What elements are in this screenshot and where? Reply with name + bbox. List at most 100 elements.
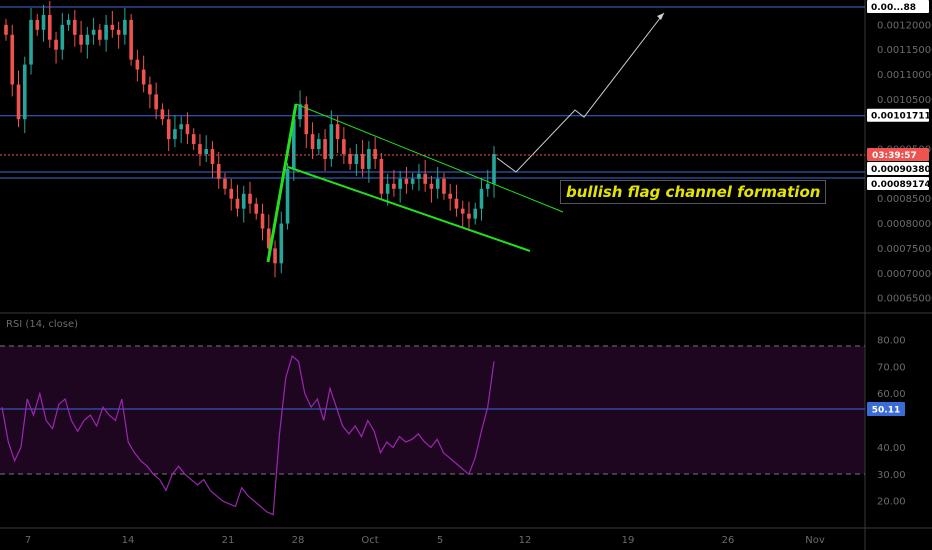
- price-tick-label: 0.00065000: [877, 294, 932, 305]
- candle-body: [104, 25, 108, 40]
- candle-body: [192, 134, 196, 144]
- price-level-tag-label: 0.00...88: [871, 3, 916, 13]
- candle-body: [236, 199, 240, 209]
- candle-body: [204, 149, 208, 154]
- candle-body: [198, 144, 202, 154]
- price-tick-label: 0.00115000: [877, 45, 932, 56]
- candle-body: [23, 65, 27, 120]
- candle-body: [317, 139, 321, 149]
- candle-body: [261, 214, 265, 229]
- time-tick-label: 7: [25, 535, 31, 546]
- time-tick-label: Oct: [361, 535, 378, 546]
- candle-body: [242, 194, 246, 209]
- candle-body: [186, 124, 190, 134]
- candle-body: [17, 84, 21, 119]
- rsi-tick-label: 40.00: [877, 443, 906, 454]
- candle-body: [161, 109, 165, 119]
- candle-body: [455, 199, 459, 209]
- price-tick-label: 0.00085000: [877, 194, 932, 205]
- time-tick-label: 28: [292, 535, 305, 546]
- candle-body: [330, 124, 334, 159]
- candle-body: [136, 60, 140, 70]
- candle-body: [29, 20, 33, 65]
- candle-body: [111, 25, 115, 30]
- candle-body: [10, 35, 14, 85]
- candle-body: [473, 209, 477, 219]
- candle-body: [392, 184, 396, 189]
- candle-body: [248, 194, 252, 204]
- candle-body: [61, 25, 65, 50]
- rsi-value-tag: 50.11: [867, 402, 905, 416]
- candle-body: [173, 129, 177, 139]
- time-tick-label: Nov: [805, 535, 825, 546]
- candle-body: [179, 124, 183, 129]
- candle-body: [48, 15, 52, 40]
- candle-body: [142, 70, 146, 85]
- price-tick-label: 0.00070000: [877, 269, 932, 280]
- candle-body: [148, 84, 152, 94]
- candle-body: [86, 35, 90, 45]
- candle-body: [42, 15, 46, 30]
- candle-body: [355, 154, 359, 164]
- price-level-tag-label: 0.00090380: [871, 165, 931, 175]
- time-tick-label: 19: [622, 535, 635, 546]
- candle-body: [380, 159, 384, 194]
- rsi-current-value: 50.11: [872, 406, 900, 416]
- countdown-label: 03:39:57: [872, 151, 917, 161]
- candle-body: [442, 179, 446, 194]
- price-level-tag-label: 0.00101711: [871, 112, 931, 122]
- annotation-label[interactable]: bullish flag channel formation: [560, 180, 826, 204]
- candle-body: [98, 30, 102, 40]
- candle-body: [480, 189, 484, 209]
- candle-body: [79, 35, 83, 45]
- candle-body: [223, 179, 227, 189]
- candle-body: [336, 124, 340, 139]
- candle-body: [342, 139, 346, 154]
- candle-body: [286, 169, 290, 224]
- candle-body: [67, 20, 71, 25]
- candle-body: [417, 174, 421, 179]
- candle-body: [273, 248, 277, 263]
- candle-body: [486, 184, 490, 189]
- time-tick-label: 21: [222, 535, 235, 546]
- candle-body: [35, 20, 39, 30]
- time-tick-label: 5: [437, 535, 443, 546]
- candle-body: [311, 134, 315, 149]
- rsi-tick-label: 70.00: [877, 362, 906, 373]
- rsi-tick-label: 80.00: [877, 335, 906, 346]
- candle-body: [411, 179, 415, 184]
- candle-body: [405, 179, 409, 184]
- price-tick-label: 0.00120000: [877, 20, 932, 31]
- candle-body: [4, 25, 8, 35]
- candle-body: [92, 30, 96, 35]
- candle-body: [167, 119, 171, 139]
- candle-body: [436, 179, 440, 189]
- candle-body: [373, 149, 377, 159]
- candle-body: [123, 20, 127, 35]
- candle-body: [254, 204, 258, 214]
- candle-body: [423, 174, 427, 184]
- candle-body: [217, 164, 221, 179]
- candle-body: [229, 189, 233, 199]
- candle-body: [398, 179, 402, 189]
- candle-body: [73, 20, 77, 35]
- candle-body: [279, 224, 283, 264]
- candle-body: [386, 184, 390, 194]
- candle-body: [211, 149, 215, 164]
- candle-body: [461, 209, 465, 214]
- price-tick-label: 0.00075000: [877, 244, 932, 255]
- rsi-tick-label: 60.00: [877, 389, 906, 400]
- candle-body: [54, 40, 58, 50]
- time-tick-label: 14: [122, 535, 135, 546]
- candle-body: [361, 154, 365, 169]
- rsi-title[interactable]: RSI (14, close): [6, 319, 78, 330]
- price-tick-label: 0.00105000: [877, 95, 932, 106]
- candle-body: [430, 184, 434, 189]
- candle-body: [492, 154, 496, 184]
- rsi-band-background: [0, 346, 865, 474]
- candle-body: [129, 20, 133, 60]
- candle-body: [348, 154, 352, 164]
- candle-body: [448, 194, 452, 199]
- candle-body: [117, 30, 121, 35]
